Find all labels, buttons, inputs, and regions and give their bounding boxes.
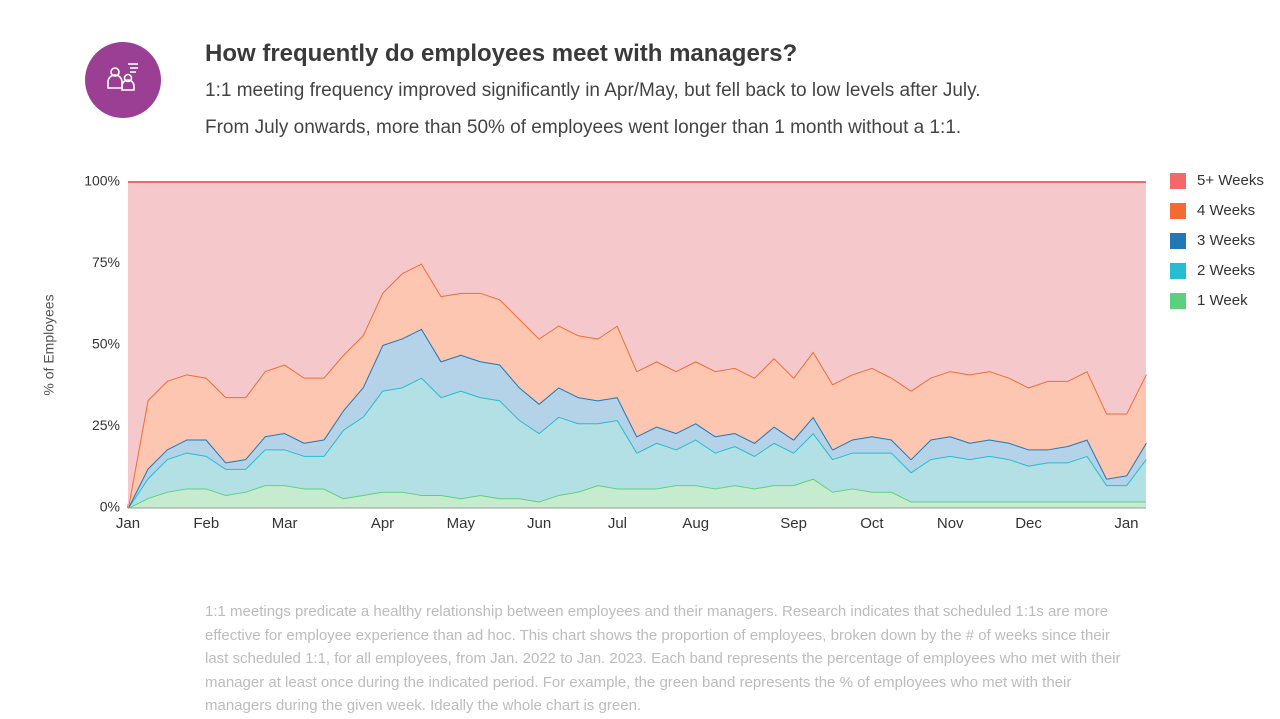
y-axis-label: % of Employees	[41, 294, 57, 395]
chart: % of Employees 0% 25% 50% 75% 100% Jan Feb Mar A…	[41, 172, 1264, 532]
x-tick-label: Aug	[682, 515, 709, 532]
y-tick-label: 75%	[92, 254, 120, 270]
legend-swatch	[1170, 233, 1186, 249]
x-tick-label: Jan	[116, 515, 140, 532]
x-tick-label: Apr	[371, 515, 394, 532]
x-tick-label: Mar	[272, 515, 298, 532]
x-tick-label: Dec	[1015, 515, 1042, 532]
legend-swatch	[1170, 203, 1186, 219]
x-tick-label: Oct	[860, 515, 884, 532]
x-tick-label: Jul	[608, 515, 627, 532]
x-tick-label: Sep	[780, 515, 807, 532]
description: 1:1 meetings predicate a healthy relatio…	[205, 603, 1121, 714]
legend-label: 4 Weeks	[1197, 202, 1255, 219]
legend-label: 5+ Weeks	[1197, 172, 1264, 189]
area-band	[128, 263, 1146, 508]
legend-label: 2 Weeks	[1197, 262, 1255, 279]
area-band	[128, 328, 1146, 508]
area-band	[128, 377, 1146, 508]
x-tick-label: Nov	[937, 515, 964, 532]
legend-swatch	[1170, 293, 1186, 309]
x-tick-label: Feb	[193, 515, 219, 532]
x-tick-label: Jan	[1114, 515, 1138, 532]
x-tick-label: Jun	[527, 515, 551, 532]
legend-swatch	[1170, 263, 1186, 279]
area-band	[128, 478, 1146, 508]
subtitle: 1:1 meeting frequency improved significa…	[205, 80, 981, 101]
y-tick-label: 50%	[92, 336, 120, 352]
areas	[127, 181, 1147, 509]
legend-swatch	[1170, 173, 1186, 189]
y-tick-label: 100%	[84, 173, 120, 189]
legend-label: 1 Week	[1197, 292, 1248, 309]
y-tick-label: 25%	[92, 417, 120, 433]
subtitle: From July onwards, more than 50% of empl…	[205, 117, 962, 138]
header-icon	[85, 42, 161, 118]
legend-label: 3 Weeks	[1197, 232, 1255, 249]
y-tick-label: 0%	[100, 499, 120, 515]
title: How frequently do employees meet with ma…	[205, 40, 798, 67]
area-band	[128, 182, 1146, 508]
x-tick-label: May	[447, 515, 476, 532]
